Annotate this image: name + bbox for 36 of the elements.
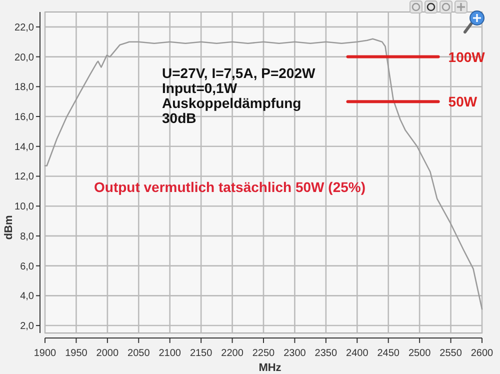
x-tick-label: 2350 [314,348,338,359]
x-tick-label: 2600 [470,348,494,359]
x-tick-label: 2000 [96,348,119,359]
y-tick-label: 10,0 [14,202,34,213]
y-tick-label: 2,0 [20,321,34,332]
x-axis-title: MHz [258,362,282,374]
y-tick-label: 4,0 [20,291,34,302]
y-tick-label: 6,0 [20,261,34,272]
x-tick-label: 1900 [34,348,57,359]
y-tick-label: 20,0 [14,52,34,64]
annotation: 30dB [162,110,196,126]
annotation: Output vermutlich tatsächlich 50W (25%) [94,179,366,195]
annotation: Input=0,1W [162,80,238,96]
x-tick-label: 2100 [158,348,182,359]
annotation: U=27V, I=7,5A, P=202W [162,65,316,81]
series-label: 100W [448,48,486,65]
annotation: Auskoppeldämpfung [162,95,302,111]
x-tick-label: 2450 [377,348,400,359]
x-tick-label: 2050 [128,348,150,359]
y-axis-title: dBm [3,215,15,240]
y-tick-label: 22,0 [14,22,34,34]
x-tick-label: 1950 [65,348,88,359]
x-tick-label: 2550 [440,348,462,359]
y-tick-label: 18,0 [14,82,34,94]
x-tick-label: 2150 [190,348,213,359]
y-tick-label: 14,0 [14,142,34,153]
x-tick-label: 2300 [284,348,306,359]
line-series [44,38,483,310]
x-tick-label: 2200 [221,348,244,359]
x-tick-label: 2250 [252,348,276,359]
y-tick-label: 16,0 [14,112,34,124]
series-label: 50W [448,94,478,110]
x-tick-label: 2500 [408,348,432,359]
y-tick-label: 12,0 [14,172,34,183]
y-tick-label: 8,0 [20,231,34,242]
x-tick-label: 2400 [346,348,369,359]
